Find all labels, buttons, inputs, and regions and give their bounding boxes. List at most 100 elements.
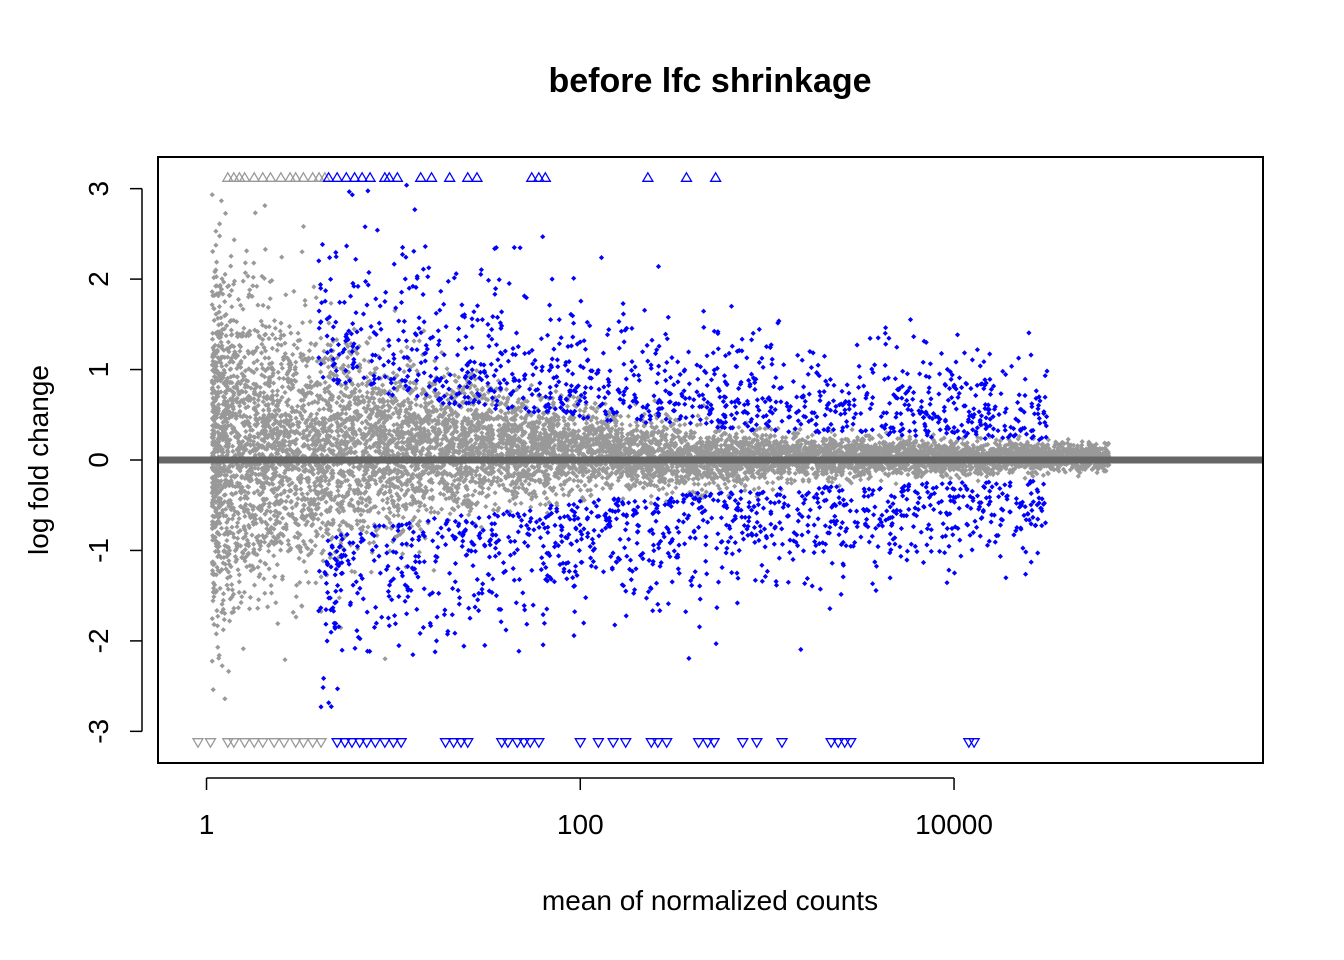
point-not-significant [215, 429, 221, 435]
point-not-significant [273, 431, 279, 437]
point-not-significant [734, 435, 740, 441]
point-not-significant [491, 442, 497, 448]
point-not-significant [468, 444, 474, 450]
point-not-significant [441, 374, 447, 380]
point-not-significant [575, 483, 581, 489]
point-not-significant [918, 445, 924, 451]
point-not-significant [245, 330, 251, 336]
point-not-significant [674, 417, 681, 423]
point-not-significant [633, 401, 639, 407]
point-not-significant [600, 448, 606, 454]
point-not-significant [251, 490, 257, 496]
point-not-significant [918, 448, 924, 454]
point-not-significant [360, 518, 366, 524]
point-not-significant [460, 418, 466, 424]
point-not-significant [283, 427, 289, 433]
point-not-significant [481, 392, 487, 398]
point-not-significant [210, 330, 216, 336]
point-not-significant [241, 325, 247, 331]
point-not-significant [535, 467, 541, 473]
point-not-significant [987, 471, 993, 477]
point-not-significant [291, 342, 297, 348]
point-not-significant [633, 426, 639, 432]
point-not-significant [259, 489, 265, 495]
point-not-significant [465, 416, 471, 422]
point-not-significant [239, 464, 245, 470]
point-not-significant [970, 442, 976, 448]
point-not-significant [485, 397, 491, 403]
point-not-significant [390, 481, 396, 487]
point-not-significant [361, 405, 367, 411]
point-not-significant [878, 434, 884, 440]
point-not-significant [905, 472, 911, 478]
point-not-significant [681, 434, 687, 440]
point-not-significant [348, 392, 354, 398]
point-not-significant [521, 439, 527, 445]
point-not-significant [413, 381, 419, 387]
point-not-significant [295, 403, 301, 409]
point-not-significant [241, 589, 247, 595]
point-not-significant [824, 470, 830, 476]
point-not-significant [286, 466, 292, 472]
point-not-significant [993, 437, 999, 443]
point-not-significant [372, 478, 378, 484]
point-not-significant [240, 451, 246, 457]
point-not-significant [386, 447, 392, 453]
point-not-significant [227, 379, 233, 385]
point-not-significant [530, 451, 536, 457]
point-not-significant [252, 465, 258, 471]
point-not-significant [354, 518, 360, 524]
point-not-significant [323, 499, 329, 505]
point-not-significant [915, 471, 921, 477]
point-not-significant [265, 467, 271, 473]
point-not-significant [799, 437, 805, 443]
point-not-significant [574, 444, 580, 450]
point-not-significant [462, 447, 468, 453]
point-not-significant [857, 443, 863, 449]
point-not-significant [219, 663, 225, 669]
point-not-significant [299, 603, 305, 609]
point-not-significant [705, 462, 711, 468]
point-not-significant [851, 474, 857, 480]
point-not-significant [796, 464, 802, 470]
point-not-significant [526, 466, 532, 473]
point-not-significant [220, 411, 226, 417]
point-not-significant [278, 361, 284, 367]
point-not-significant [285, 494, 291, 500]
point-not-significant [466, 429, 472, 435]
series-not-significant [209, 192, 1112, 702]
point-not-significant [216, 655, 222, 661]
point-not-significant [226, 503, 232, 509]
point-not-significant [393, 443, 400, 449]
point-not-significant [905, 442, 911, 448]
point-not-significant [387, 452, 393, 458]
point-not-significant [969, 465, 975, 471]
point-not-significant [411, 411, 417, 417]
point-not-significant [230, 428, 236, 434]
point-not-significant [400, 514, 406, 521]
point-not-significant [246, 525, 252, 531]
point-not-significant [487, 444, 493, 450]
point-not-significant [435, 436, 441, 442]
point-not-significant [216, 469, 222, 475]
point-not-significant [587, 487, 594, 493]
point-not-significant [408, 364, 414, 370]
point-not-significant [1034, 453, 1041, 459]
point-not-significant [247, 594, 253, 600]
point-not-significant [240, 646, 246, 652]
point-not-significant [258, 518, 264, 524]
point-not-significant [447, 511, 453, 517]
point-not-significant [370, 409, 376, 415]
point-not-significant [974, 438, 980, 444]
point-not-significant [880, 453, 886, 459]
point-not-significant [404, 344, 410, 350]
point-not-significant [297, 546, 303, 553]
point-not-significant [250, 507, 256, 513]
point-not-significant [243, 501, 249, 507]
point-not-significant [275, 434, 281, 440]
point-not-significant [573, 467, 579, 473]
point-not-significant [496, 393, 502, 399]
point-not-significant [393, 405, 399, 411]
point-not-significant [856, 470, 862, 476]
point-not-significant [973, 467, 980, 473]
